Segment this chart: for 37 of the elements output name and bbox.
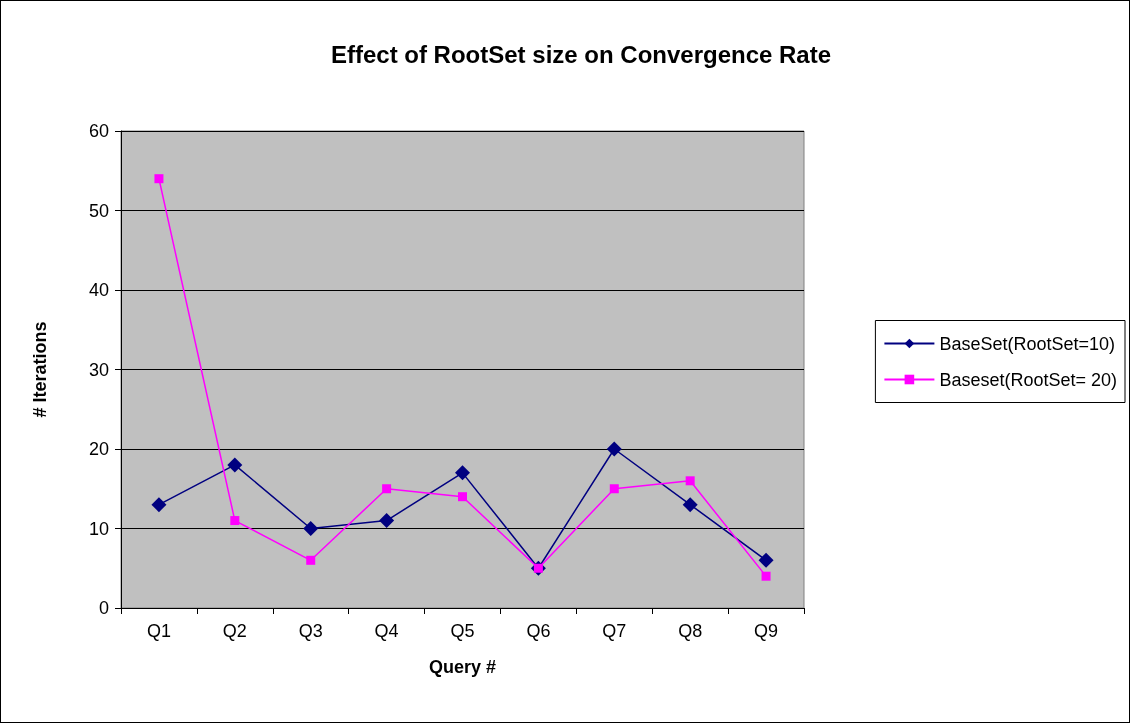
x-tick-label: Q5: [450, 621, 475, 641]
x-tick-label: Q3: [298, 621, 323, 641]
point: [685, 476, 695, 486]
point: [151, 497, 167, 513]
y-tick-label: 20: [88, 439, 109, 459]
x-tick-label: Q6: [526, 621, 551, 641]
x-tick-label: Q9: [754, 621, 779, 641]
point: [455, 465, 470, 481]
y-tick-label: 0: [98, 598, 109, 618]
point: [303, 521, 319, 536]
y-tick-label: 50: [88, 200, 109, 221]
point: [382, 484, 392, 494]
point: [227, 457, 243, 473]
point: [758, 552, 774, 568]
y-tick-label: 30: [88, 359, 109, 380]
point: [306, 555, 316, 565]
x-tick-label: Q2: [222, 621, 247, 641]
y-tick-label: 40: [88, 280, 109, 300]
point: [606, 441, 622, 457]
legend-label: Baseset(RootSet= 20): [939, 369, 1118, 390]
x-tick-label: Q1: [146, 621, 171, 641]
point: [154, 174, 164, 184]
point: [230, 516, 240, 526]
y-tick-label: 10: [88, 518, 109, 539]
x-axis-title: Query #: [428, 657, 497, 677]
chart-title: Effect of RootSet size on Convergence Rate: [330, 40, 832, 68]
point: [458, 492, 467, 502]
x-tick-label: Q7: [602, 621, 627, 641]
x-tick-label: Q8: [678, 621, 703, 641]
point: [761, 571, 771, 581]
x-tick-label: Q4: [374, 621, 399, 641]
point: [682, 497, 698, 513]
legend-label: BaseSet(RootSet=10): [939, 333, 1116, 354]
y-axis-title: # Iterations: [30, 321, 50, 418]
point: [609, 484, 619, 494]
point: [379, 513, 395, 529]
y-tick-label: 60: [88, 121, 109, 141]
